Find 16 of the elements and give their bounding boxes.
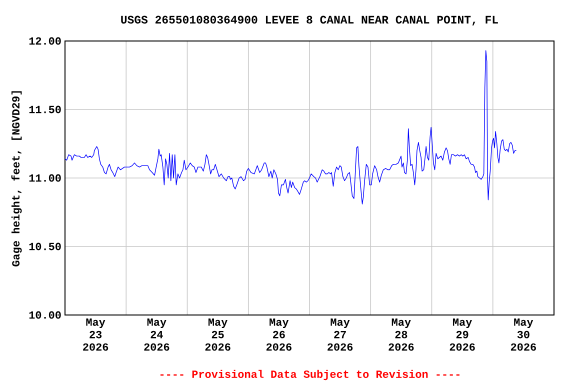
y-tick-label: 11.50 (29, 106, 61, 114)
x-tick-label: May 23 2026 (83, 318, 108, 351)
x-tick-label: May 28 2026 (388, 318, 414, 351)
x-tick-label: May 25 2026 (205, 318, 230, 351)
y-tick-label: 12.00 (29, 37, 61, 45)
y-tick-label: 11.00 (29, 174, 61, 182)
y-tick-label: 10.50 (29, 242, 61, 250)
text: ---- Provisional Data Subject to Revision ---- (160, 370, 460, 380)
y-tick-label: 10.00 (29, 311, 61, 319)
x-tick-label: May 30 2026 (510, 318, 536, 351)
x-tick-label: May 24 2026 (144, 318, 170, 351)
x-tick-label: May 26 2026 (266, 318, 292, 351)
x-tick-label: May 29 2026 (450, 318, 475, 351)
chart-title: USGS 265501080364900 LEVEE 8 CANAL NEAR CANAL POINT, FL (121, 16, 498, 26)
y-axis-title: Gage height, feet, [NGVD29] (11, 91, 22, 266)
x-tick-label: May 27 2026 (328, 318, 353, 351)
